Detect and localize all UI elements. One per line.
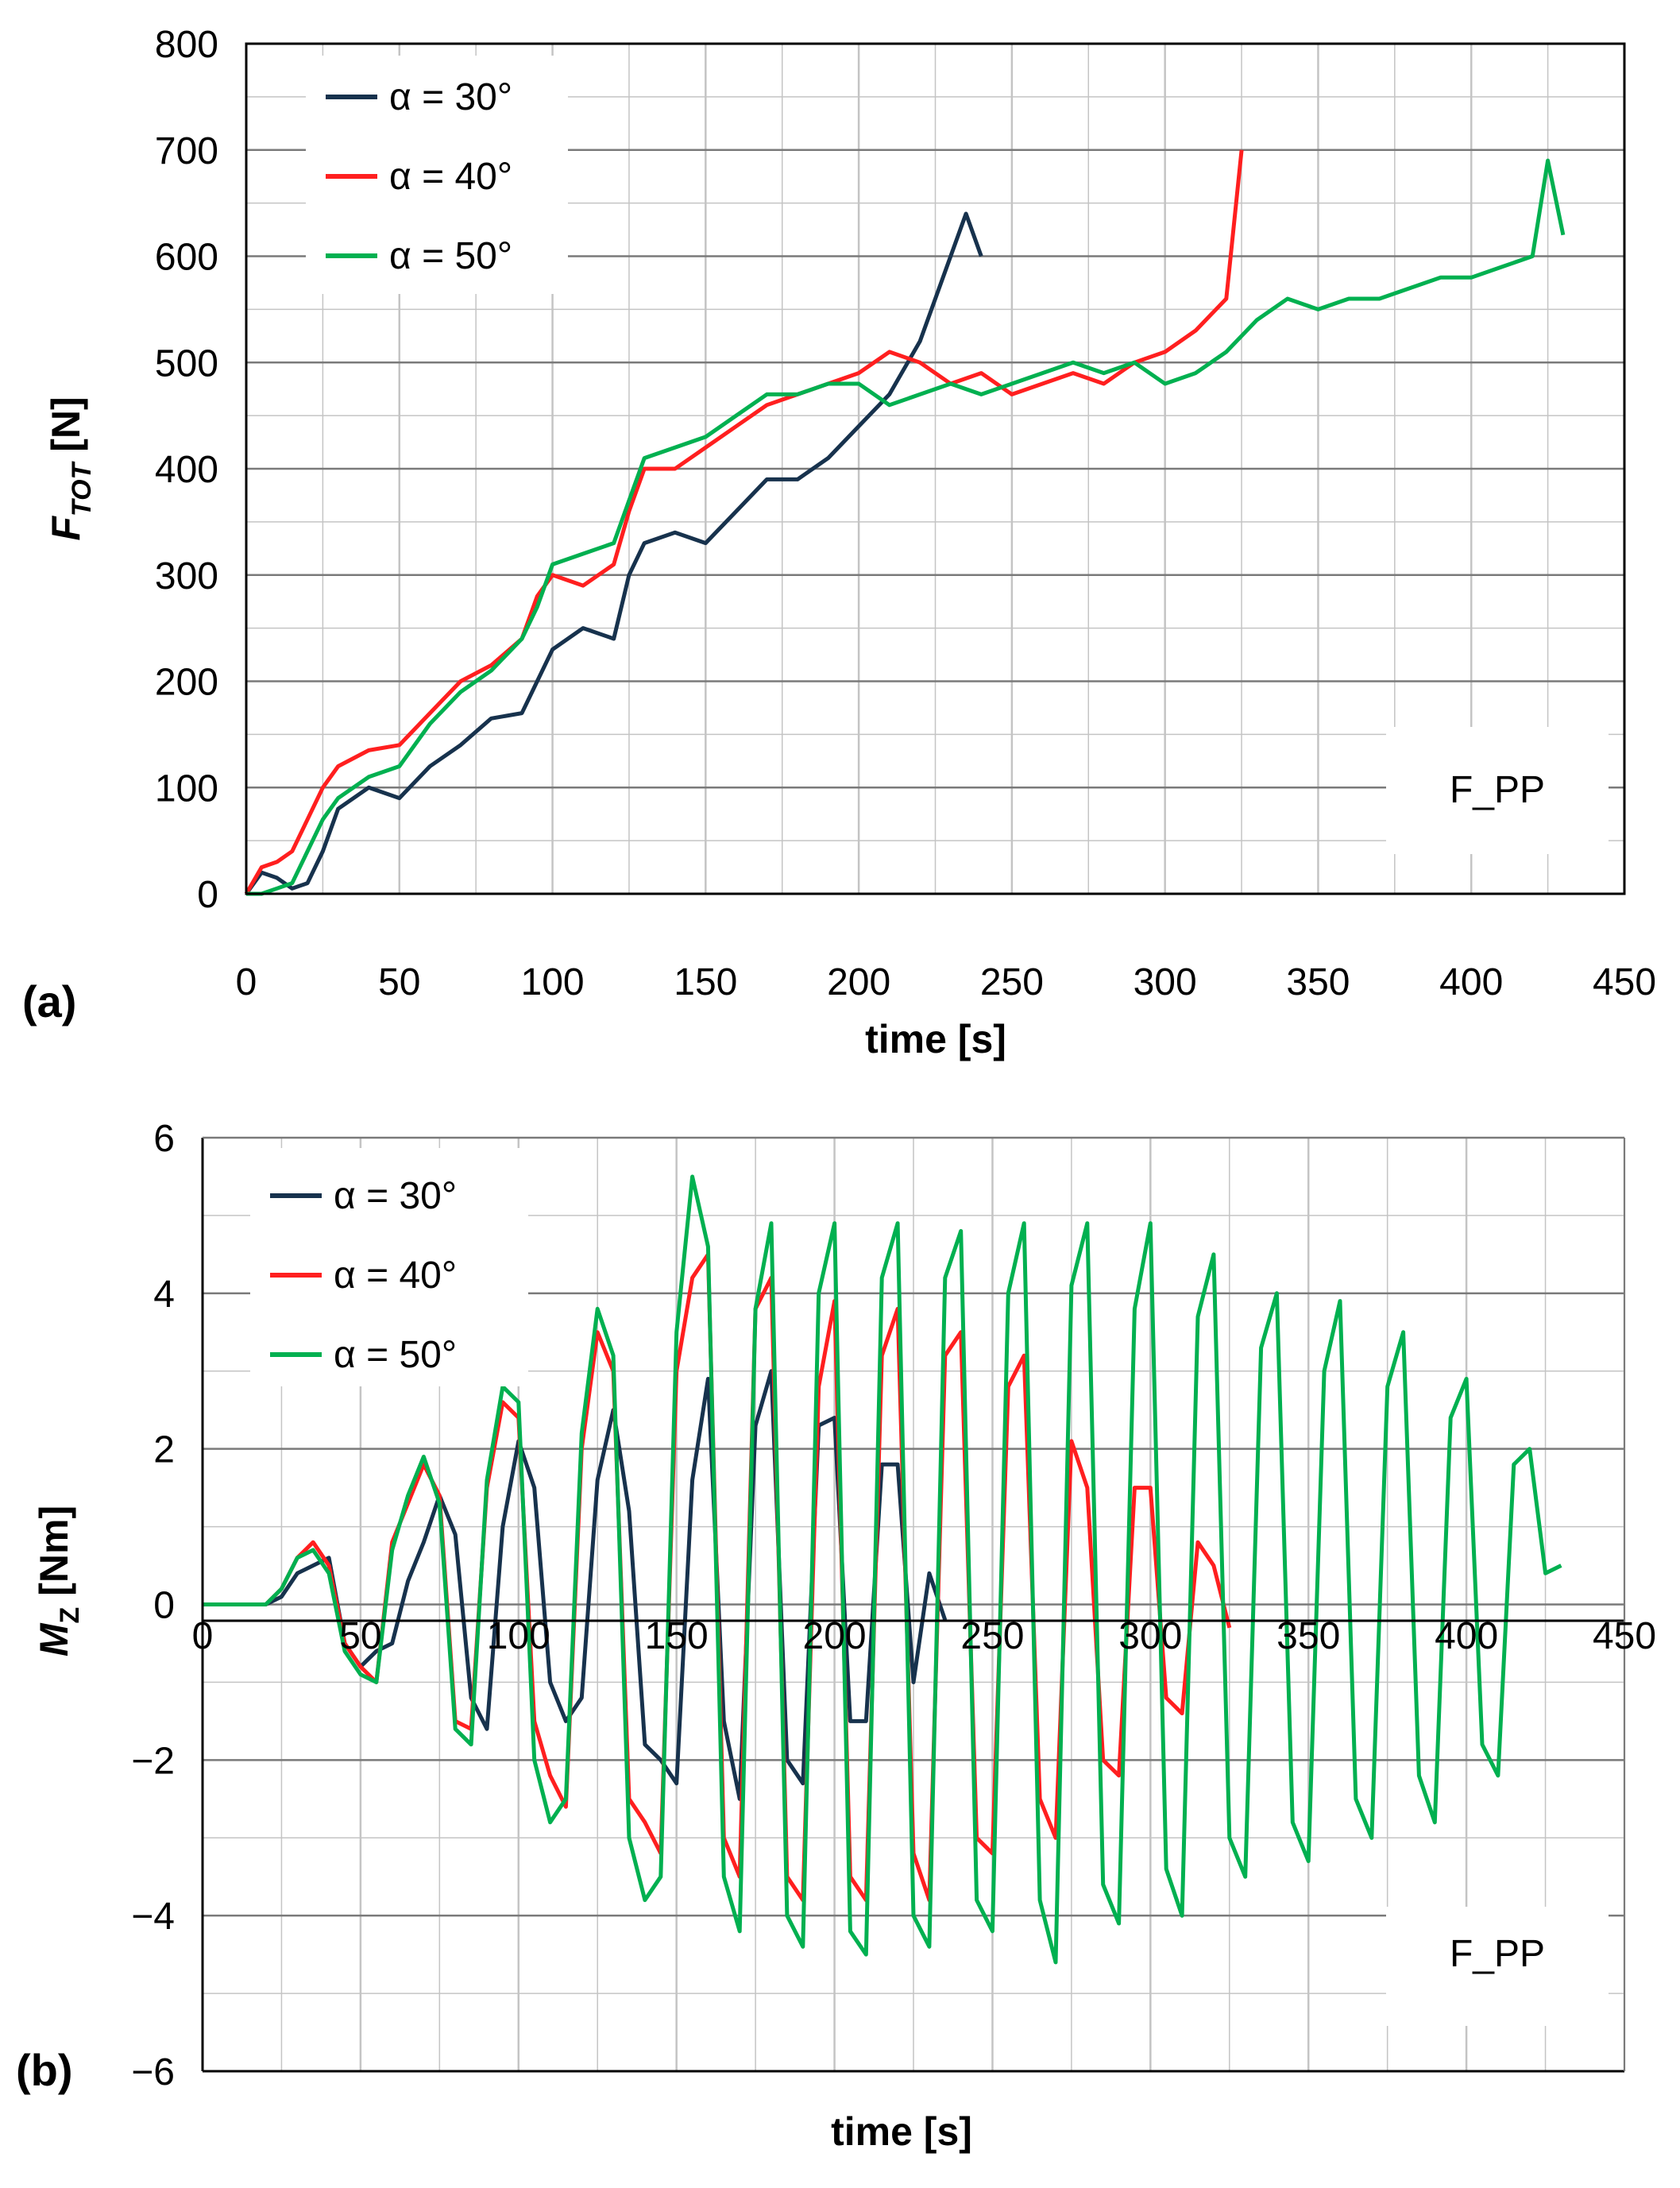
annotation-box <box>1386 727 1609 854</box>
x-tick-label: 300 <box>1134 961 1197 1003</box>
y-tick-label: 800 <box>155 24 218 66</box>
y-tick-label: 700 <box>155 130 218 172</box>
legend: α = 30° α = 40° α = 50° <box>250 1148 528 1386</box>
x-tick-label: 200 <box>827 961 890 1003</box>
x-tick-label: 350 <box>1286 961 1350 1003</box>
legend-label-alpha40: α = 40° <box>334 1254 457 1297</box>
plot-frame <box>245 42 1626 895</box>
y-tick-label: −2 <box>131 1740 175 1782</box>
x-tick-label: 350 <box>1276 1615 1340 1657</box>
y-tick-label: 400 <box>155 449 218 491</box>
x-tick-label: 50 <box>378 961 420 1003</box>
series-line-alpha40 <box>244 149 1244 895</box>
x-tick-label: 100 <box>487 1615 550 1657</box>
y-axis-subscript: Z <box>55 1607 85 1624</box>
annotation-f-pp: F_PP <box>1450 1933 1545 1975</box>
y-tick-label: 0 <box>153 1585 175 1627</box>
legend-label-alpha30: α = 30° <box>334 1175 457 1217</box>
y-tick-label: 200 <box>155 662 218 704</box>
x-tick-label: 200 <box>803 1615 867 1657</box>
tick-labels: 0 50 100 150 200 250 300 350 400 450 −6 −4 −2 0 2 4 6 <box>131 1118 1656 2093</box>
panel-label-a: (a) <box>22 976 76 1026</box>
series-lines <box>244 149 1566 896</box>
y-axis-symbol: M <box>32 1622 76 1656</box>
y-axis-title: MZ [Nm] <box>32 1506 85 1656</box>
y-axis-unit: [Nm] <box>32 1506 76 1607</box>
legend-label-alpha50: α = 50° <box>334 1334 457 1376</box>
panel-a-force-chart: 0 50 100 150 200 250 300 350 400 450 0 100 200 300 400… <box>22 24 1656 1061</box>
x-tick-label: 300 <box>1118 1615 1182 1657</box>
y-tick-label: 600 <box>155 237 218 279</box>
y-tick-label: 4 <box>153 1274 175 1316</box>
x-tick-label: 150 <box>645 1615 709 1657</box>
y-axis-subscript: TOT <box>67 460 97 516</box>
legend-label-alpha30: α = 30° <box>389 76 512 118</box>
x-tick-label: 400 <box>1439 961 1503 1003</box>
legend-box <box>250 1148 528 1386</box>
annotation-box <box>1386 1907 1609 2026</box>
legend-label-alpha40: α = 40° <box>389 156 512 198</box>
y-axis-symbol: F <box>44 516 88 541</box>
legend: α = 30° α = 40° α = 50° <box>306 56 568 294</box>
series-line-alpha50 <box>203 1174 1562 1965</box>
series-line-alpha50 <box>246 158 1566 896</box>
x-tick-label: 450 <box>1593 961 1656 1003</box>
panel-label-b: (b) <box>16 2045 73 2095</box>
y-axis-title: FTOT [N] <box>44 396 97 540</box>
y-tick-label: 2 <box>153 1429 175 1471</box>
x-axis-title: time [s] <box>831 2109 972 2154</box>
y-tick-label: 300 <box>155 555 218 597</box>
y-axis-unit: [N] <box>44 396 88 462</box>
x-axis-title: time [s] <box>865 1017 1006 1061</box>
x-tick-label: 250 <box>980 961 1044 1003</box>
y-tick-label: 500 <box>155 342 218 385</box>
y-tick-label: 0 <box>197 874 218 916</box>
annotation-f-pp: F_PP <box>1450 769 1545 811</box>
series-lines <box>203 1174 1562 1965</box>
x-tick-label: 100 <box>521 961 585 1003</box>
y-tick-label: −4 <box>131 1896 175 1938</box>
y-tick-label: 6 <box>153 1118 175 1160</box>
y-tick-label: 100 <box>155 767 218 810</box>
x-tick-label: 450 <box>1593 1615 1656 1657</box>
series-line-alpha30 <box>244 211 983 895</box>
x-tick-label: 50 <box>339 1615 381 1657</box>
x-tick-label: 0 <box>236 961 257 1003</box>
x-tick-label: 150 <box>674 961 737 1003</box>
panel-b-moment-chart: 0 50 100 150 200 250 300 350 400 450 −6 −4 −2 0 2 4 6 α … <box>16 1118 1656 2154</box>
y-tick-label: −6 <box>131 2051 175 2093</box>
x-tick-label: 400 <box>1435 1615 1498 1657</box>
legend-label-alpha50: α = 50° <box>389 235 512 277</box>
x-tick-label: 0 <box>192 1615 214 1657</box>
x-tick-label: 250 <box>960 1615 1024 1657</box>
tick-labels: 0 50 100 150 200 250 300 350 400 450 0 100 200 300 400… <box>155 24 1656 1003</box>
